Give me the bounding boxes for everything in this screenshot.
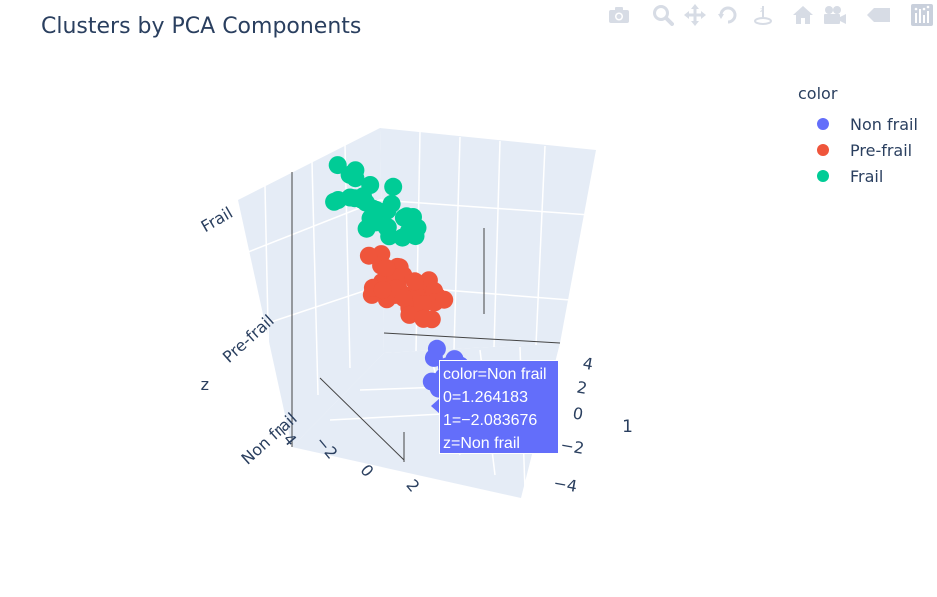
data-point-frail[interactable] xyxy=(380,227,399,246)
x-tick-label: 0 xyxy=(356,461,377,481)
y-tick-label: 4 xyxy=(581,353,594,373)
y-tick-label: 0 xyxy=(571,403,584,423)
chart-title: Clusters by PCA Components xyxy=(41,14,362,39)
gridline xyxy=(493,140,501,348)
data-point-frail[interactable] xyxy=(329,191,348,209)
data-point-pre-frail[interactable] xyxy=(373,280,392,299)
hover-line-z: z=Non frail xyxy=(443,435,520,452)
legend-label: Non frail xyxy=(850,114,918,134)
hover-tooltip: color=Non frail 0=1.264183 1=−2.083676 z… xyxy=(439,360,559,454)
data-point-pre-frail[interactable] xyxy=(359,246,378,265)
data-point-non-frail[interactable] xyxy=(422,372,441,391)
legend-item-frail[interactable]: Frail xyxy=(798,163,918,189)
gridline xyxy=(264,185,271,421)
legend-item-non-frail[interactable]: Non frail xyxy=(798,111,918,137)
gridline xyxy=(535,145,546,346)
data-point-frail[interactable] xyxy=(354,187,372,206)
gridline xyxy=(311,161,319,396)
hover-pointer xyxy=(431,398,440,414)
data-point-pre-frail[interactable] xyxy=(400,305,419,324)
data-point-pre-frail[interactable] xyxy=(377,258,396,277)
orbit-rotation-icon[interactable] xyxy=(715,2,741,28)
legend-title: color xyxy=(798,84,838,103)
data-point-pre-frail[interactable] xyxy=(435,290,454,309)
hover-line-y: 1=−2.083676 xyxy=(443,412,538,429)
svg-text:z: z xyxy=(760,6,764,14)
legend-item-pre-frail[interactable]: Pre-frail xyxy=(798,137,918,163)
legend-marker xyxy=(817,144,829,156)
data-point-non-frail[interactable] xyxy=(424,348,443,367)
data-point-frail[interactable] xyxy=(408,218,427,237)
gridline xyxy=(237,199,381,257)
turntable-rotation-icon[interactable]: z xyxy=(750,2,776,28)
z-axis-label: z xyxy=(201,375,209,394)
zoom-icon[interactable] xyxy=(650,2,676,28)
legend-label: Frail xyxy=(850,166,884,186)
data-point-frail[interactable] xyxy=(366,213,385,232)
hover-line-color: color=Non frail xyxy=(443,366,547,383)
x-tick-label: 2 xyxy=(402,476,423,496)
plotly-logo-icon[interactable] xyxy=(909,2,935,28)
pan-icon[interactable] xyxy=(682,2,708,28)
hover-line-x: 0=1.264183 xyxy=(443,389,528,406)
axis-lines xyxy=(291,172,561,462)
y-tick-label: −4 xyxy=(552,473,579,496)
gridline xyxy=(237,284,383,334)
data-point-frail[interactable] xyxy=(346,161,365,180)
y-axis-label: 1 xyxy=(622,417,633,437)
legend: color Non frail Pre-frail Frail xyxy=(798,84,918,189)
hover-label-icon[interactable] xyxy=(866,2,892,28)
data-point-pre-frail[interactable] xyxy=(413,295,432,314)
legend-marker xyxy=(817,118,829,130)
data-point-frail[interactable] xyxy=(384,177,403,196)
video-camera-icon[interactable] xyxy=(822,2,848,28)
legend-label: Pre-frail xyxy=(850,140,913,160)
gridline xyxy=(453,136,461,350)
z-tick-label: Frail xyxy=(198,203,236,236)
data-point-pre-frail[interactable] xyxy=(414,309,433,328)
home-icon[interactable] xyxy=(790,2,816,28)
legend-marker xyxy=(817,170,829,182)
data-point-pre-frail[interactable] xyxy=(405,272,424,291)
y-tick-label: 2 xyxy=(575,377,588,397)
camera-icon[interactable] xyxy=(606,2,632,28)
gridline xyxy=(379,199,591,216)
y-tick-label: −2 xyxy=(559,435,586,458)
data-point-frail[interactable] xyxy=(328,156,347,175)
data-point-pre-frail[interactable] xyxy=(394,289,413,308)
